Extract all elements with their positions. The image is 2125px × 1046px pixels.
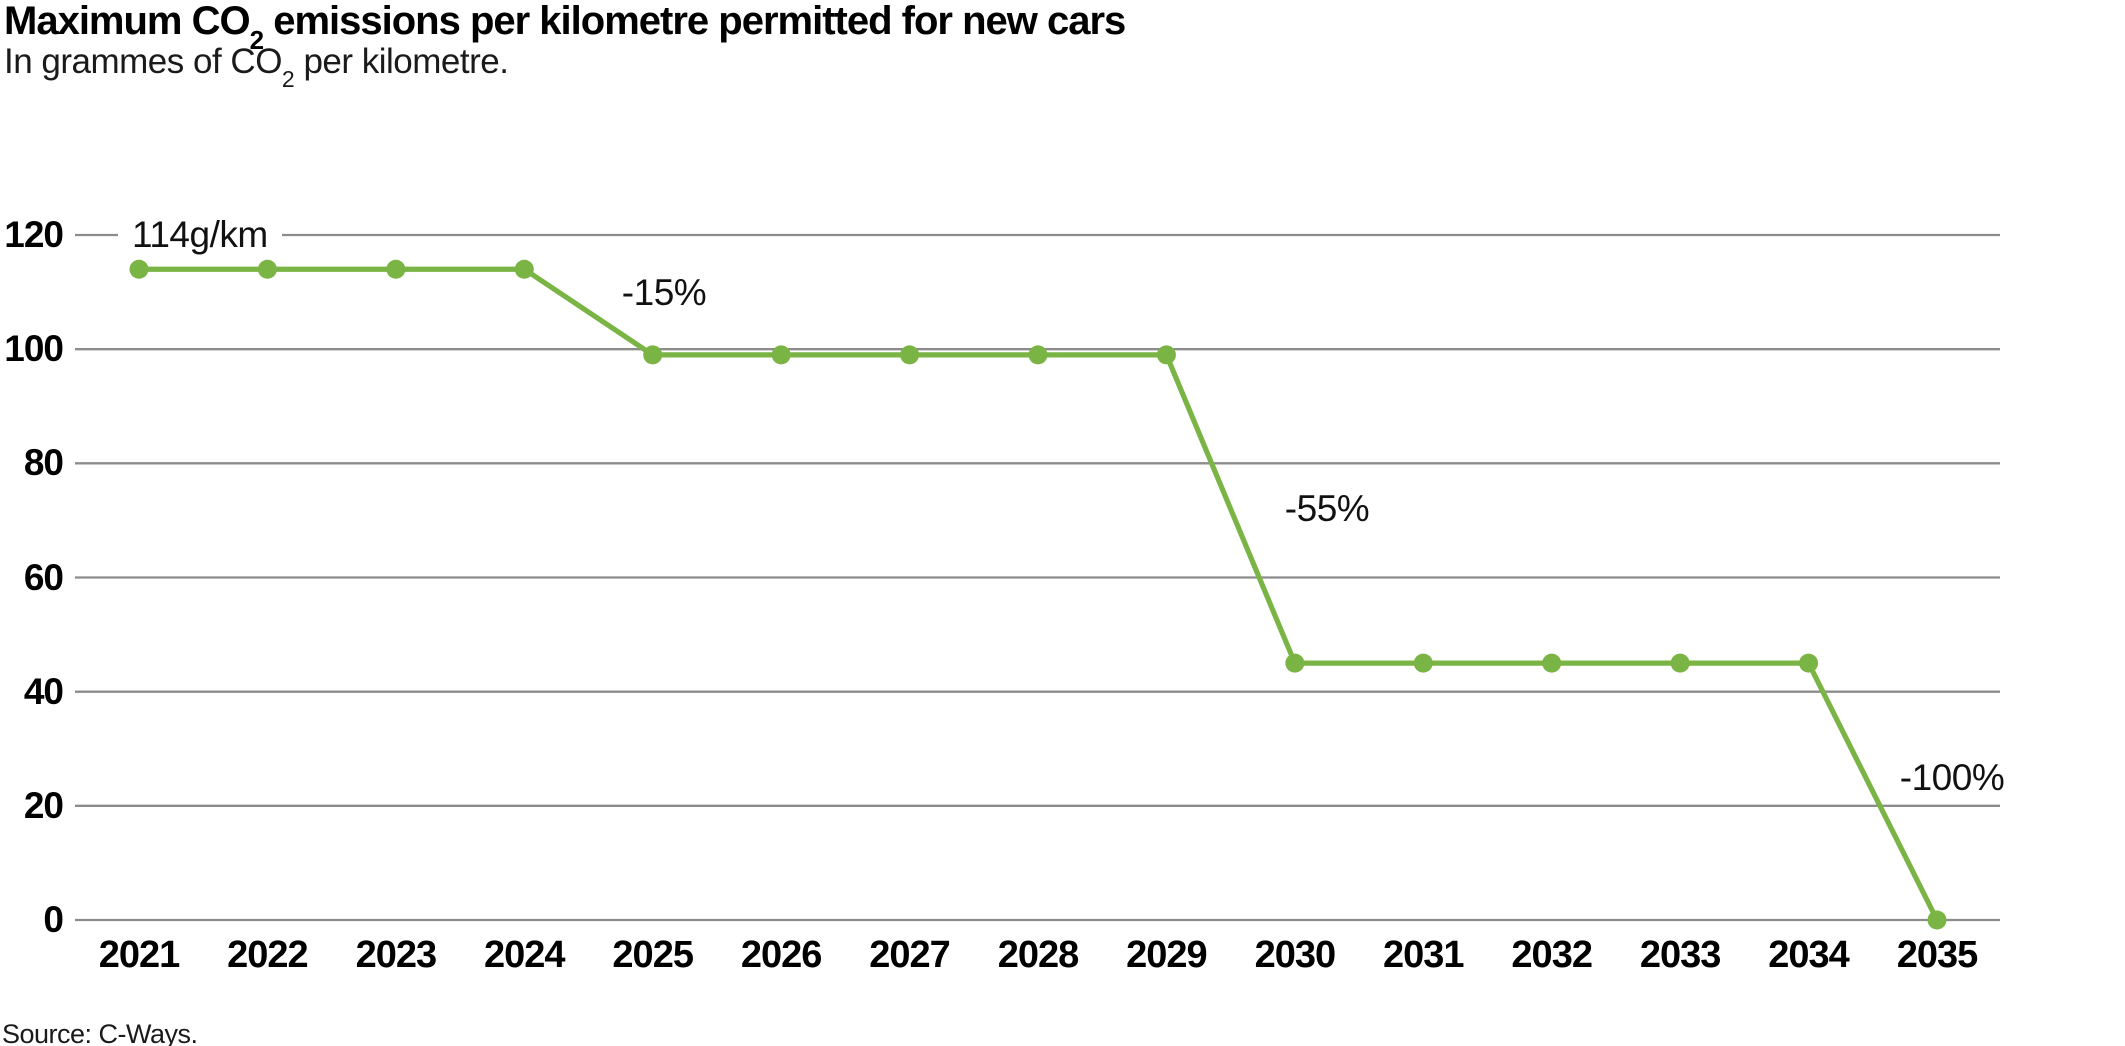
x-axis-label-2029: 2029 — [1126, 934, 1208, 976]
data-point-2025 — [643, 345, 663, 365]
data-point-2026 — [771, 345, 791, 365]
subtitle-text-1: In grammes of CO — [4, 42, 282, 81]
data-point-2030 — [1285, 653, 1305, 673]
y-axis-label-80: 80 — [23, 442, 64, 484]
x-axis-label-2022: 2022 — [227, 934, 309, 976]
data-point-2023 — [386, 259, 406, 279]
data-point-2032 — [1542, 653, 1562, 673]
x-axis-label-2025: 2025 — [612, 934, 694, 976]
data-point-2021 — [129, 259, 149, 279]
title-text-2: emissions per kilometre permitted for ne… — [263, 0, 1126, 43]
data-point-2027 — [900, 345, 920, 365]
source-note: Source: C-Ways. — [2, 1019, 198, 1046]
annotation-0: 114g/km — [118, 213, 282, 257]
annotation-1: -15% — [621, 272, 707, 313]
data-point-2033 — [1670, 653, 1690, 673]
title-text-1: Maximum CO — [4, 0, 251, 43]
x-axis-label-2034: 2034 — [1768, 934, 1850, 976]
y-axis-label-20: 20 — [23, 784, 64, 826]
x-axis-label-2023: 2023 — [355, 934, 438, 976]
title-subscript: 2 — [249, 25, 265, 55]
data-point-2028 — [1028, 345, 1048, 365]
data-point-2029 — [1156, 345, 1176, 365]
chart-title: Maximum CO2 emissions per kilometre perm… — [4, 0, 1126, 53]
annotation-2: -55% — [1284, 488, 1370, 529]
x-axis-label-2033: 2033 — [1639, 934, 1722, 976]
annotation-3: -100% — [1899, 757, 2005, 798]
y-axis-label-120: 120 — [4, 214, 64, 255]
x-axis-label-2028: 2028 — [997, 934, 1080, 976]
data-point-2034 — [1799, 653, 1819, 673]
emissions-line — [139, 266, 1940, 922]
subtitle-text-2: per kilometre. — [294, 42, 509, 81]
x-axis-label-2030: 2030 — [1254, 934, 1337, 976]
y-axis-label-100: 100 — [4, 328, 64, 370]
chart-subtitle: In grammes of CO2 per kilometre. — [4, 40, 509, 91]
y-axis-label-40: 40 — [23, 670, 64, 712]
subtitle-subscript: 2 — [281, 66, 295, 92]
data-point-2031 — [1413, 653, 1433, 673]
x-axis-label-2031: 2031 — [1383, 934, 1465, 976]
y-axis-label-60: 60 — [23, 556, 64, 598]
data-point-2035 — [1927, 910, 1947, 930]
x-axis-label-2026: 2026 — [740, 934, 823, 976]
x-axis-label-2027: 2027 — [869, 934, 951, 976]
x-axis-label-2021: 2021 — [98, 934, 181, 976]
y-axis-label-0: 0 — [43, 899, 64, 940]
data-point-2024 — [514, 259, 534, 279]
x-axis-label-2024: 2024 — [484, 934, 566, 976]
x-axis-label-2032: 2032 — [1511, 934, 1593, 976]
data-point-2022 — [257, 259, 277, 279]
x-axis-label-2035: 2035 — [1896, 934, 1979, 976]
